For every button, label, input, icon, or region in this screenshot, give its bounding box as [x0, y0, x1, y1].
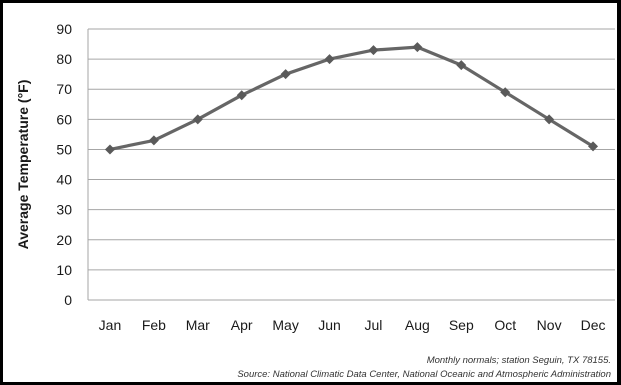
- y-tick-label-30: 30: [56, 202, 72, 218]
- y-tick-label-70: 70: [56, 81, 72, 97]
- x-tick-label-oct: Oct: [494, 317, 516, 333]
- x-tick-label-sep: Sep: [449, 317, 474, 333]
- data-point-jun: [325, 54, 335, 64]
- y-tick-label-60: 60: [56, 111, 72, 127]
- x-tick-label-apr: Apr: [231, 317, 253, 333]
- y-tick-label-20: 20: [56, 232, 72, 248]
- data-point-feb: [149, 135, 159, 145]
- chart-note-source: Source: National Climatic Data Center, N…: [237, 369, 611, 380]
- data-point-jul: [368, 45, 378, 55]
- x-tick-label-jan: Jan: [99, 317, 122, 333]
- data-point-aug: [412, 42, 422, 52]
- x-tick-label-aug: Aug: [405, 317, 430, 333]
- x-tick-label-jul: Jul: [365, 317, 383, 333]
- y-tick-label-80: 80: [56, 51, 72, 67]
- data-point-jan: [105, 144, 115, 154]
- chart-note-station: Monthly normals; station Seguin, TX 7815…: [427, 355, 611, 366]
- y-tick-label-40: 40: [56, 172, 72, 188]
- gridlines: [88, 29, 615, 300]
- x-tick-label-may: May: [272, 317, 298, 333]
- x-tick-label-feb: Feb: [142, 317, 166, 333]
- y-axis-title: Average Temperature (°F): [15, 80, 31, 250]
- x-tick-label-jun: Jun: [318, 317, 341, 333]
- y-tick-label-0: 0: [64, 292, 72, 308]
- y-tick-label-90: 90: [56, 21, 72, 37]
- x-tick-label-mar: Mar: [186, 317, 210, 333]
- y-tick-label-10: 10: [56, 262, 72, 278]
- y-tick-labels: 0 10 20 30 40 50 60 70 80 90: [56, 21, 72, 308]
- y-tick-label-50: 50: [56, 141, 72, 157]
- x-tick-labels: Jan Feb Mar Apr May Jun Jul Aug Sep Oct Nov Dec: [99, 317, 606, 333]
- temperature-line-chart: 0 10 20 30 40 50 60 70 80 90 Jan Feb Mar Apr May Jun Ju…: [3, 3, 617, 382]
- x-tick-label-nov: Nov: [537, 317, 562, 333]
- data-point-may: [281, 69, 291, 79]
- chart-frame: 0 10 20 30 40 50 60 70 80 90 Jan Feb Mar Apr May Jun Ju…: [3, 3, 617, 382]
- series-line: [110, 47, 593, 149]
- x-tick-label-dec: Dec: [581, 317, 606, 333]
